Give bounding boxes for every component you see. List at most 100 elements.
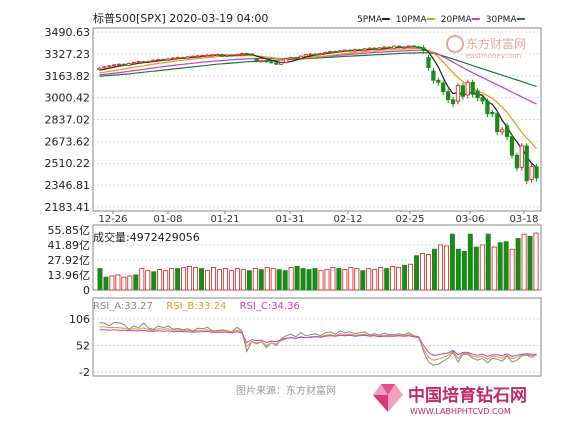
- price-y-tick: 3000.42: [45, 92, 91, 105]
- candle: [151, 59, 156, 62]
- volume-bar: [396, 267, 402, 291]
- volume-bar: [264, 267, 270, 291]
- candle: [116, 63, 122, 66]
- volume-bar: [431, 248, 437, 291]
- ma-line-ma30: [99, 52, 537, 87]
- volume-bar: [414, 255, 420, 291]
- volume-y-tick: 0: [83, 284, 90, 297]
- candle: [274, 62, 279, 65]
- candle: [131, 62, 136, 65]
- candle: [215, 54, 220, 56]
- volume-bar: [521, 233, 527, 291]
- volume-bar: [318, 270, 324, 291]
- rsi-y-tick: 52: [76, 340, 90, 353]
- volume-bar: [139, 268, 145, 291]
- candle: [107, 65, 112, 68]
- candle: [342, 49, 348, 52]
- candle: [387, 46, 392, 49]
- volume-bar: [420, 253, 426, 291]
- volume-bar: [205, 270, 210, 291]
- volume-bar: [324, 269, 330, 291]
- ma-legend: 5PMA 10PMA 20PMA 30PMA: [357, 15, 525, 25]
- volume-bar: [288, 267, 294, 291]
- volume-bar: [151, 271, 157, 291]
- candle: [519, 145, 524, 168]
- volume-label: 成交量:4972429056: [93, 230, 200, 244]
- candle: [234, 54, 240, 56]
- volume-bar: [97, 268, 103, 291]
- candle: [279, 62, 284, 65]
- candle: [180, 57, 186, 59]
- date-tick: 01-31: [275, 214, 304, 225]
- volume-bar: [437, 244, 443, 291]
- candle: [313, 53, 318, 56]
- volume-bar: [175, 268, 181, 291]
- volume-bar: [384, 268, 390, 291]
- candle: [328, 51, 333, 53]
- price-y-tick: 2837.02: [45, 114, 91, 127]
- candle: [146, 60, 151, 63]
- candle: [460, 85, 465, 97]
- candle: [465, 81, 470, 96]
- rsi-label: RSI_B:33.24: [166, 301, 226, 312]
- volume-bar: [228, 270, 234, 291]
- volume-bar: [187, 265, 193, 291]
- price-y-tick: 2346.81: [45, 179, 91, 192]
- price-y-tick: 3163.82: [45, 70, 91, 83]
- volume-y-tick: 41.89亿: [48, 239, 91, 252]
- volume-bar: [312, 268, 318, 291]
- candle: [367, 47, 372, 50]
- candle: [500, 129, 505, 133]
- candle: [229, 54, 235, 57]
- candle: [102, 66, 107, 69]
- price-y-tick: 2183.41: [45, 201, 91, 214]
- candle: [269, 61, 274, 64]
- volume-bar: [294, 265, 300, 291]
- candle: [283, 58, 289, 64]
- watermark-top-text: 东方财富网: [466, 36, 526, 51]
- candle: [529, 166, 534, 180]
- candle: [308, 53, 313, 56]
- candle: [475, 90, 480, 99]
- date-tick: 01-08: [153, 214, 182, 225]
- candle: [377, 47, 382, 50]
- candle: [333, 51, 338, 53]
- volume-bar: [234, 268, 240, 291]
- rsi-panel: 106 52 -2: [69, 313, 537, 379]
- candle: [121, 63, 127, 66]
- candle: [421, 47, 426, 51]
- volume-y-tick: 13.96亿: [48, 269, 91, 282]
- candle: [411, 45, 416, 48]
- candle: [485, 100, 490, 115]
- volume-bar: [402, 264, 408, 291]
- ma-line-ma10: [99, 47, 537, 150]
- volume-bar: [222, 268, 228, 291]
- volume-bar: [342, 269, 348, 291]
- volume-bar: [199, 268, 205, 291]
- candle: [490, 112, 495, 115]
- candle: [239, 53, 244, 55]
- volume-bar: [270, 268, 276, 291]
- candle: [254, 58, 259, 62]
- candle: [534, 166, 539, 179]
- volume-bar: [527, 235, 533, 291]
- candle: [441, 82, 446, 93]
- volume-bar: [449, 233, 455, 291]
- candle: [200, 54, 205, 57]
- candle: [161, 58, 166, 61]
- volume-bar: [354, 268, 360, 291]
- rsi-line-rsi_a: [99, 321, 537, 366]
- candle: [446, 91, 451, 101]
- candle: [426, 57, 431, 68]
- rsi-label: RSI_C:34.36: [240, 301, 300, 312]
- candle: [362, 48, 367, 51]
- date-tick: 03-18: [509, 214, 538, 225]
- volume-bar: [300, 268, 306, 291]
- volume-bar: [103, 276, 109, 291]
- candle: [156, 58, 161, 61]
- panel-frame: [92, 297, 542, 377]
- candle: [210, 54, 215, 57]
- volume-bar: [360, 270, 366, 291]
